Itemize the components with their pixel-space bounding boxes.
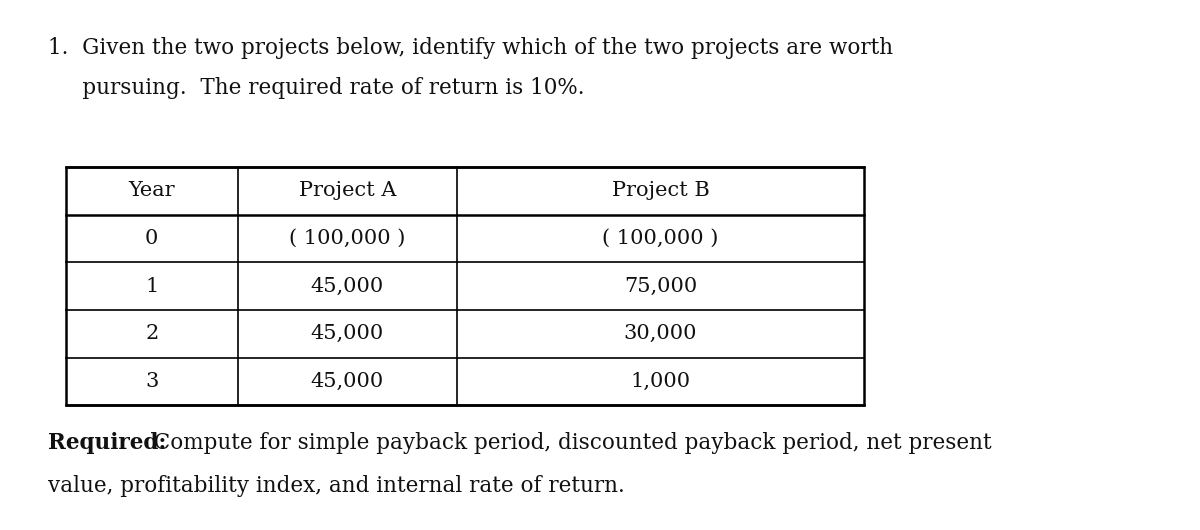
Text: 45,000: 45,000: [311, 324, 384, 343]
Text: 30,000: 30,000: [624, 324, 697, 343]
Text: value, profitability index, and internal rate of return.: value, profitability index, and internal…: [48, 475, 625, 498]
Text: 75,000: 75,000: [624, 277, 697, 296]
Text: pursuing.  The required rate of return is 10%.: pursuing. The required rate of return is…: [48, 77, 584, 99]
Text: Project A: Project A: [299, 181, 396, 200]
Text: ( 100,000 ): ( 100,000 ): [289, 229, 406, 248]
Text: 1.  Given the two projects below, identify which of the two projects are worth: 1. Given the two projects below, identif…: [48, 37, 893, 59]
Text: 1,000: 1,000: [630, 372, 690, 391]
Text: 45,000: 45,000: [311, 372, 384, 391]
Text: Compute for simple payback period, discounted payback period, net present: Compute for simple payback period, disco…: [140, 432, 992, 454]
Text: Project B: Project B: [612, 181, 709, 200]
Text: Required:: Required:: [48, 432, 167, 454]
Text: Year: Year: [128, 181, 175, 200]
Text: 3: 3: [145, 372, 158, 391]
Text: ( 100,000 ): ( 100,000 ): [602, 229, 719, 248]
Text: 45,000: 45,000: [311, 277, 384, 296]
Text: 0: 0: [145, 229, 158, 248]
Text: 1: 1: [145, 277, 158, 296]
Text: 2: 2: [145, 324, 158, 343]
